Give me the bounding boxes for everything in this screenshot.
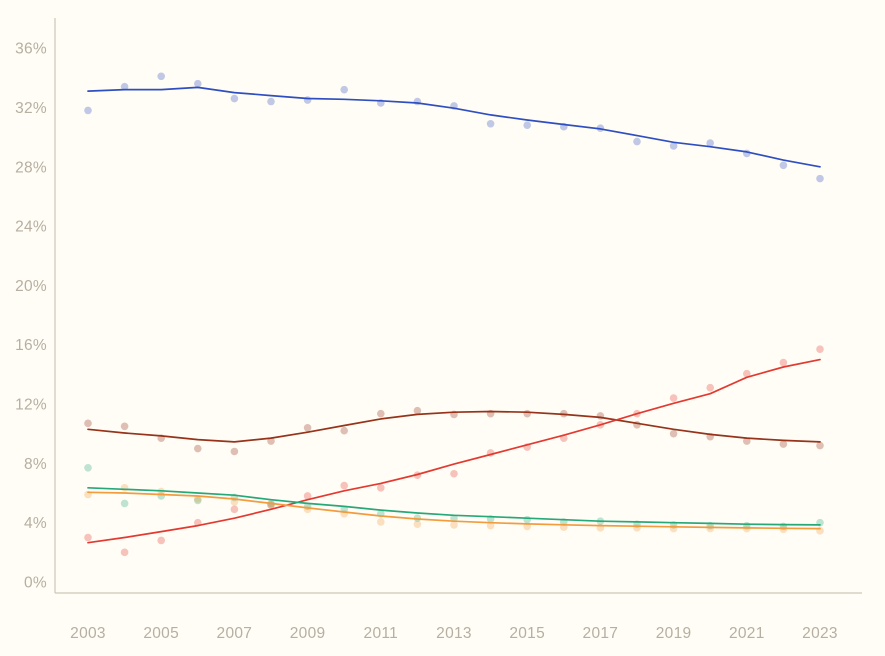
scatter-dot	[669, 142, 678, 150]
scatter-dot	[267, 437, 275, 445]
y-tick-label: 32%	[15, 100, 47, 117]
y-tick-label: 8%	[24, 456, 47, 473]
scatter-dot	[816, 441, 824, 450]
y-tick-label: 4%	[24, 515, 47, 532]
scatter-dot	[340, 481, 349, 490]
scatter-dot	[450, 521, 458, 529]
y-tick-label: 12%	[15, 397, 47, 414]
scatter-dot	[633, 524, 641, 532]
x-tick-label: 2017	[583, 625, 619, 642]
scatter-dot	[486, 119, 495, 128]
scatter-dot	[157, 536, 165, 545]
scatter-dot	[706, 139, 714, 147]
scatter-dot	[303, 423, 312, 432]
x-tick-label: 2007	[217, 625, 253, 642]
y-tick-label: 24%	[15, 219, 47, 236]
scatter-dot	[303, 505, 312, 514]
scatter-dot	[706, 524, 714, 533]
scatter-dot	[267, 501, 275, 509]
x-tick-label: 2011	[364, 625, 399, 642]
x-tick-label: 2003	[70, 625, 106, 642]
scatter-dot	[450, 469, 458, 478]
y-tick-label: 20%	[15, 278, 47, 295]
scatter-dot	[157, 72, 165, 81]
scatter-dot	[779, 525, 788, 534]
scatter-dots-dark-red-series	[84, 406, 824, 456]
scatter-dot	[377, 409, 385, 418]
scatter-dot	[303, 96, 312, 104]
scatter-dot	[486, 521, 495, 530]
y-axis-tick-labels: 0% 4% 8% 12% 16% 20% 24% 28% 32% 36%	[15, 41, 47, 592]
scatter-dot	[340, 426, 349, 435]
scatter-dot	[633, 137, 641, 146]
x-tick-label: 2019	[656, 625, 692, 642]
scatter-dot	[120, 484, 129, 492]
y-tick-label: 36%	[15, 41, 47, 58]
scatter-dot	[230, 94, 239, 103]
scatter-dot	[779, 440, 788, 448]
x-tick-label: 2005	[143, 625, 179, 642]
trend-line-dark-red-series	[87, 410, 821, 443]
x-tick-label: 2023	[802, 625, 838, 642]
trend-line-blue-series	[87, 86, 821, 168]
scatter-dot	[523, 515, 531, 524]
scatter-dot	[450, 514, 458, 523]
scatter-dot	[84, 106, 92, 115]
trend-line-red-series	[87, 358, 821, 544]
scatter-dot	[120, 499, 129, 508]
scatter-dot	[120, 548, 129, 557]
scatter-dot	[413, 406, 422, 415]
x-tick-label: 2015	[509, 625, 545, 642]
scatter-dot	[377, 518, 385, 526]
scatter-dot	[194, 495, 202, 503]
scatter-dot	[303, 492, 312, 500]
scatter-dot	[84, 419, 92, 428]
scatter-dot	[230, 447, 239, 456]
scatter-dot	[267, 97, 275, 106]
y-tick-label: 28%	[15, 159, 47, 176]
scatter-dot	[669, 429, 678, 438]
scatter-dot	[779, 161, 788, 170]
scatter-dots-red-series	[84, 345, 824, 557]
x-tick-label: 2021	[729, 625, 765, 642]
scatter-dot	[779, 358, 788, 367]
x-tick-label: 2013	[436, 625, 472, 642]
scatter-dot	[120, 422, 129, 431]
scatter-dot	[340, 85, 349, 94]
scatter-dot	[743, 369, 751, 378]
scatter-dot	[523, 121, 531, 130]
scatter-dot	[706, 383, 714, 392]
trend-line-orange-series	[87, 491, 821, 530]
scatter-dot	[194, 496, 202, 505]
x-tick-label: 2009	[290, 625, 326, 642]
scatter-dot	[84, 533, 92, 542]
scatter-dots-blue-series	[84, 72, 824, 183]
scatter-dot	[523, 409, 531, 418]
trend-line-green-series	[87, 486, 821, 526]
scatter-dot	[84, 464, 92, 472]
x-axis-tick-labels: 2003 2005 2007 2009 2011 2013 2015 2017 2019 2021…	[70, 625, 838, 642]
y-tick-label: 0%	[24, 575, 47, 592]
scatter-dot	[743, 437, 751, 445]
scatter-dot	[194, 444, 202, 453]
scatter-dot	[816, 174, 824, 183]
scatter-dot	[816, 345, 824, 353]
scatter-dot	[413, 520, 422, 528]
y-tick-label: 16%	[15, 337, 47, 354]
scatter-dot	[194, 79, 202, 88]
scatter-dot	[669, 394, 678, 402]
scatter-dot	[230, 505, 239, 514]
scatter-dot	[377, 484, 385, 492]
scatter-dot	[120, 82, 129, 91]
